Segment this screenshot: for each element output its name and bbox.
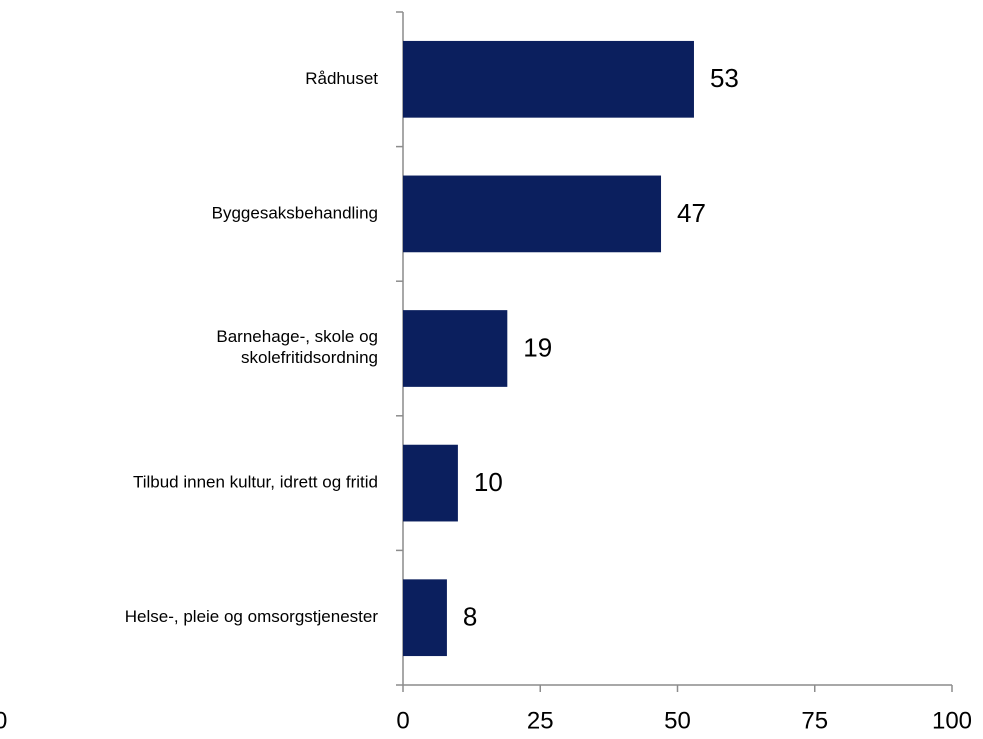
bar bbox=[403, 310, 508, 387]
category-label: Tilbud innen kultur, idrett og fritid bbox=[133, 473, 378, 492]
x-tick-label: 0 bbox=[396, 707, 409, 734]
value-label: 19 bbox=[523, 332, 552, 362]
bar bbox=[403, 40, 694, 118]
value-label: 10 bbox=[474, 467, 503, 497]
category-label: Barnehage-, skole og skolefritidsordning bbox=[216, 327, 378, 367]
bar bbox=[403, 175, 662, 253]
value-label: 8 bbox=[463, 602, 477, 632]
bar bbox=[403, 579, 447, 657]
category-label: Rådhuset bbox=[305, 69, 378, 88]
x-tick-label: 100 bbox=[932, 707, 972, 734]
category-label: Helse-, pleie og omsorgstjenester bbox=[125, 607, 379, 626]
x-tick-label: 75 bbox=[801, 707, 828, 734]
value-label: 53 bbox=[710, 63, 739, 93]
bar bbox=[403, 444, 458, 522]
x-tick-label: 25 bbox=[527, 707, 554, 734]
value-label: 47 bbox=[677, 198, 706, 228]
annotation: 0 bbox=[0, 707, 7, 734]
category-label: Byggesaksbehandling bbox=[212, 203, 378, 222]
x-tick-label: 50 bbox=[664, 707, 691, 734]
